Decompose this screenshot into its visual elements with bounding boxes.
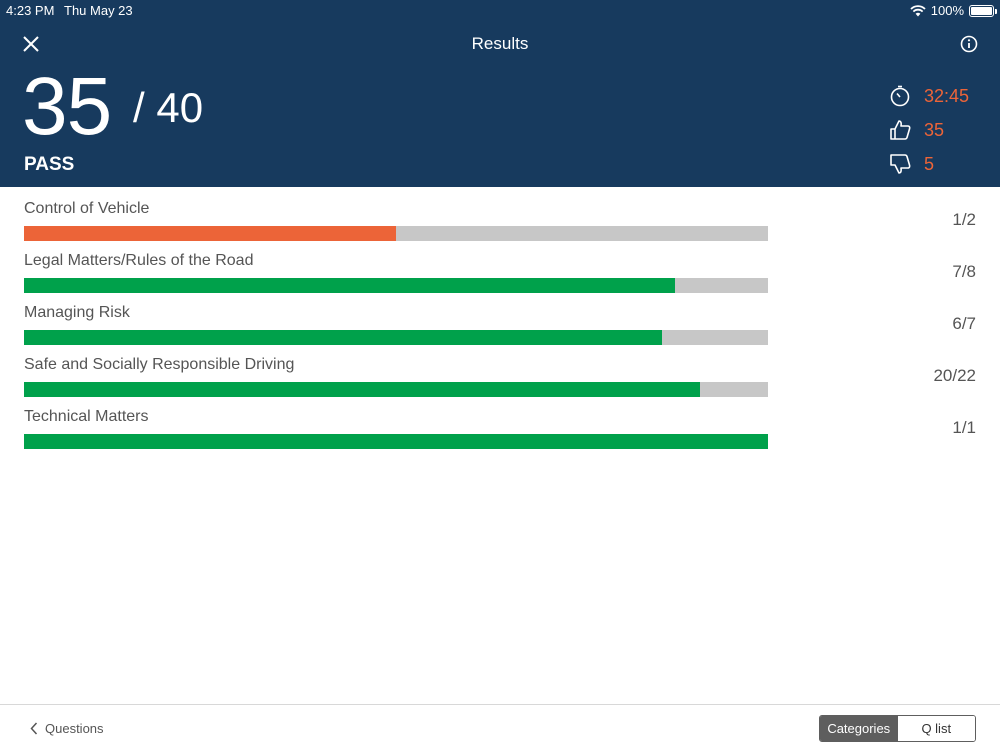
category-progress-fill	[24, 382, 701, 397]
category-score: 1/2	[952, 210, 976, 229]
status-indicators: 100%	[910, 3, 997, 18]
category-progress-track	[24, 226, 768, 241]
category-row: Technical Matters 1/1	[0, 396, 1000, 449]
score-total: / 40	[133, 84, 204, 131]
stat-correct: 35	[888, 118, 944, 142]
category-row: Managing Risk 6/7	[0, 292, 1000, 345]
category-score: 6/7	[952, 314, 976, 333]
result-label: PASS	[24, 154, 75, 175]
category-score: 7/8	[952, 262, 976, 281]
view-segmented-control: Categories Q list	[819, 715, 976, 742]
battery-percent: 100%	[930, 3, 964, 18]
chevron-left-icon	[30, 722, 38, 735]
back-label: Questions	[45, 721, 104, 736]
category-name: Legal Matters/Rules of the Road	[24, 252, 254, 269]
page-title: Results	[471, 34, 529, 53]
thumbs-down-icon	[890, 154, 911, 174]
category-name: Managing Risk	[24, 304, 130, 321]
results-header: 4:23 PM Thu May 23 100% Results 35 / 40 …	[0, 0, 1000, 187]
tab-categories[interactable]: Categories	[820, 716, 898, 741]
category-name: Technical Matters	[24, 408, 149, 425]
stopwatch-icon	[890, 85, 910, 107]
score-correct: 35	[22, 61, 112, 152]
category-progress-track	[24, 434, 768, 449]
stat-correct-value: 35	[924, 119, 945, 140]
status-time: 4:23 PM	[6, 3, 55, 18]
category-row: Safe and Socially Responsible Driving 20…	[0, 344, 1000, 397]
category-row: Legal Matters/Rules of the Road 7/8	[0, 240, 1000, 293]
tab-q-list[interactable]: Q list	[897, 716, 975, 741]
category-row: Control of Vehicle 1/2	[0, 188, 1000, 241]
category-progress-track	[24, 330, 768, 345]
category-progress-fill	[24, 330, 662, 345]
category-progress-fill	[24, 278, 675, 293]
category-name: Control of Vehicle	[24, 200, 150, 217]
category-name: Safe and Socially Responsible Driving	[24, 356, 295, 373]
battery-icon	[969, 4, 997, 17]
stat-time-value: 32:45	[924, 85, 970, 106]
category-progress-fill	[24, 226, 396, 241]
category-progress-fill	[24, 434, 768, 449]
category-score: 20/22	[933, 366, 976, 385]
wifi-icon	[910, 4, 926, 16]
close-icon[interactable]	[20, 33, 42, 55]
thumbs-up-icon	[890, 120, 911, 140]
back-to-questions-button[interactable]: Questions	[30, 721, 104, 736]
status-bar: 4:23 PM Thu May 23 100%	[0, 0, 1000, 22]
stat-wrong: 5	[888, 152, 934, 176]
bottom-toolbar: Questions Categories Q list	[0, 704, 1000, 750]
stat-time: 32:45	[888, 84, 969, 108]
info-icon[interactable]	[960, 35, 978, 53]
category-progress-track	[24, 382, 768, 397]
category-progress-track	[24, 278, 768, 293]
stat-wrong-value: 5	[924, 153, 935, 174]
status-date: Thu May 23	[64, 3, 133, 18]
category-score: 1/1	[952, 418, 976, 437]
